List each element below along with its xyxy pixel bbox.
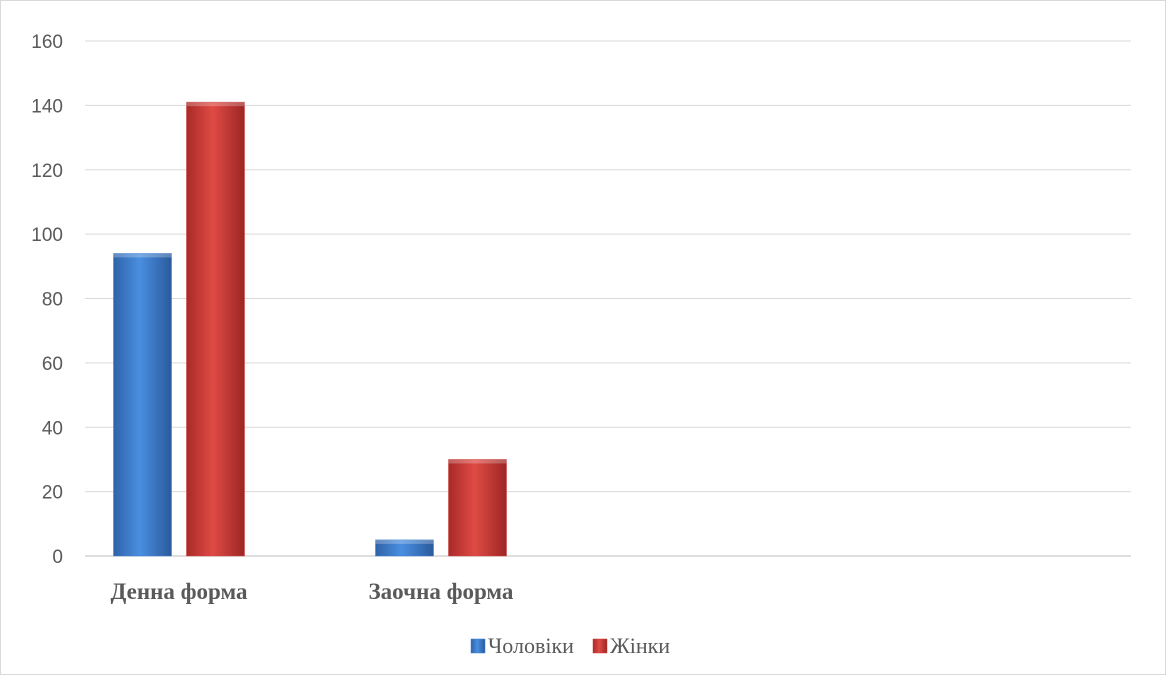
y-tick-label-60: 60 <box>42 354 63 375</box>
bars <box>113 101 507 557</box>
bar-women-day <box>186 101 245 557</box>
y-tick-label-140: 140 <box>31 96 63 117</box>
bar-men-extramural <box>375 539 434 557</box>
bar-top-highlight <box>448 459 507 464</box>
legend-item-men-swatch <box>470 638 486 654</box>
gridlines <box>85 40 1131 557</box>
y-tick-label-160: 160 <box>31 32 63 53</box>
legend-item-women-swatch <box>592 638 608 654</box>
y-axis-ticks: 0 20 40 60 80 100 120 140 160 <box>31 32 63 568</box>
legend-item-men-label: Чоловіки <box>488 633 574 658</box>
y-tick-label-40: 40 <box>42 418 63 439</box>
bar-women-extramural <box>448 459 507 557</box>
legend: Чоловіки Жінки <box>470 633 670 658</box>
legend-item-women-label: Жінки <box>610 633 670 658</box>
y-tick-label-120: 120 <box>31 161 63 182</box>
bar-top-highlight <box>113 253 172 258</box>
y-tick-label-100: 100 <box>31 225 63 246</box>
x-axis-categories: Денна форма Заочна форма <box>111 579 514 604</box>
y-tick-label-80: 80 <box>42 290 63 311</box>
x-category-label-0: Денна форма <box>111 579 248 604</box>
bar-men-day <box>113 253 172 557</box>
bar-top-highlight <box>186 102 245 107</box>
bar-top-highlight <box>375 539 434 544</box>
x-category-label-1: Заочна форма <box>369 579 514 604</box>
y-tick-label-20: 20 <box>42 483 63 504</box>
y-tick-label-0: 0 <box>52 547 63 568</box>
